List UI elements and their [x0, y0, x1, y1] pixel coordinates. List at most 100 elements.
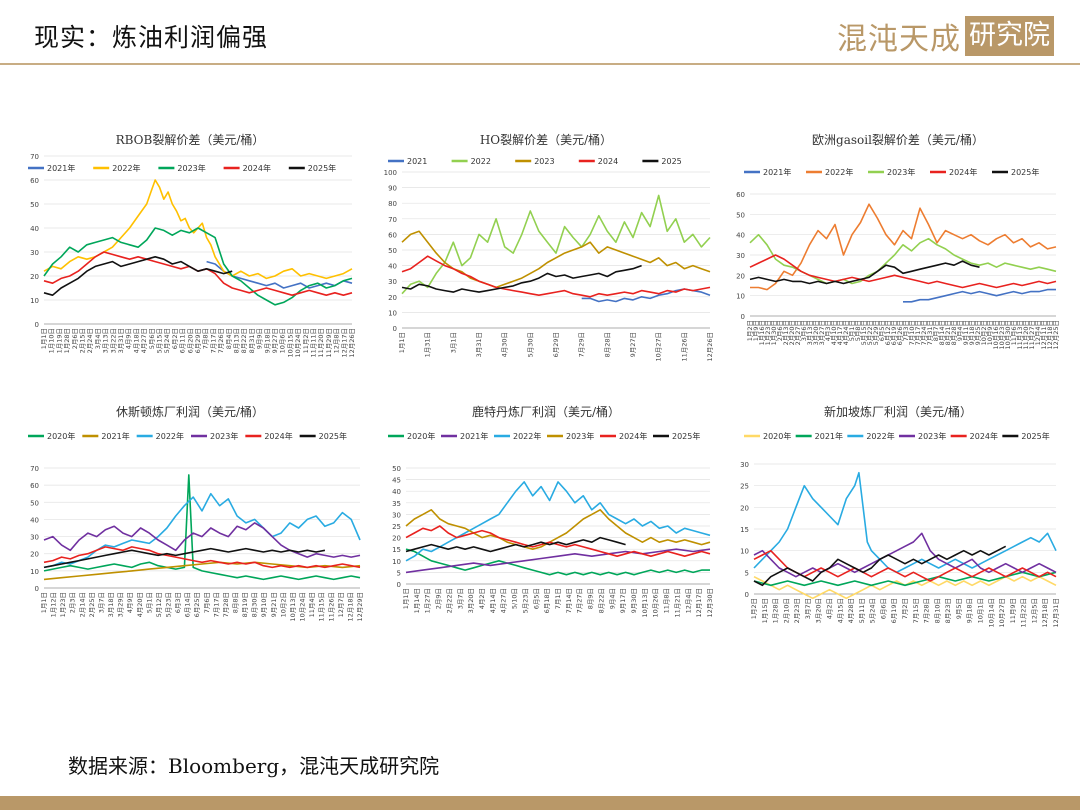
series-line-2024年: [405, 525, 711, 557]
x-tick-label: 12月18日: [1046, 320, 1054, 350]
y-tick-label: 70: [388, 216, 397, 224]
x-tick-label: 5月15日: [860, 320, 868, 345]
x-tick-label: 4月24日: [842, 320, 850, 345]
x-tick-label: 11月20日: [317, 328, 325, 358]
x-tick-label: 11月8日: [663, 588, 671, 613]
legend-label: 2025年: [1021, 431, 1049, 441]
x-tick-label: 9月18日: [966, 598, 974, 623]
x-tick-label: 2月3日: [69, 592, 77, 613]
legend-label: 2022: [471, 157, 491, 166]
x-tick-label: 12月17日: [695, 588, 703, 618]
y-tick-label: 10: [740, 548, 749, 556]
x-tick-label: 3月20日: [815, 598, 823, 623]
x-tick-label: 6月26日: [896, 320, 904, 345]
legend-label: 2024年: [949, 167, 977, 177]
series-line-2025: [401, 264, 642, 293]
y-tick-label: 30: [30, 534, 39, 542]
x-tick-label: 10月6日: [279, 328, 287, 353]
x-tick-label: 5月23日: [521, 588, 529, 613]
x-tick-label: 9月18日: [263, 328, 271, 353]
y-tick-label: 0: [393, 325, 397, 333]
x-tick-label: 4月9日: [125, 328, 133, 349]
x-tick-label: 12月5日: [1030, 598, 1038, 623]
x-tick-label: 2月13日: [782, 320, 790, 345]
series-line-2023年: [753, 532, 1057, 578]
x-tick-label: 5月11日: [858, 598, 866, 623]
series-line-2021年: [903, 288, 1056, 303]
y-tick-label: 0: [35, 321, 39, 329]
x-tick-label: 10月2日: [980, 320, 988, 345]
x-tick-label: 9月4日: [608, 588, 616, 609]
legend-label: 2023年: [177, 163, 205, 173]
legend-label: 2023: [534, 157, 554, 166]
series-line-2020年: [43, 474, 361, 581]
x-tick-label: 11月6日: [1010, 320, 1018, 345]
x-tick-label: 11月29日: [325, 328, 333, 358]
x-tick-label: 2月6日: [776, 320, 784, 341]
legend-label: 2021年: [101, 431, 129, 441]
x-tick-label: 11月22日: [1020, 598, 1028, 628]
x-tick-label: 3月27日: [818, 320, 826, 345]
x-tick-label: 3月29日: [117, 592, 125, 617]
y-tick-label: 0: [35, 585, 39, 593]
y-tick-label: 45: [392, 477, 401, 485]
legend-label: 2023年: [210, 431, 238, 441]
x-tick-label: 10月2日: [279, 592, 287, 617]
x-tick-label: 2月22日: [445, 588, 453, 613]
x-tick-label: 9月5日: [955, 598, 963, 619]
series-line-2021年: [405, 548, 711, 574]
y-tick-label: 70: [30, 153, 39, 161]
x-tick-label: 6月5日: [532, 588, 540, 609]
series-line-2023: [401, 230, 711, 289]
x-tick-label: 7月6日: [203, 592, 211, 613]
x-tick-label: 3月13日: [102, 328, 110, 353]
x-tick-label: 1月19日: [55, 328, 63, 353]
x-tick-label: 8月28日: [950, 320, 958, 345]
x-tick-label: 12月30日: [706, 588, 714, 618]
x-tick-label: 2月23日: [793, 598, 801, 623]
x-tick-label: 11月20日: [1022, 320, 1030, 350]
footer-bar: [0, 796, 1080, 810]
x-tick-label: 7月28日: [222, 592, 230, 617]
legend-label: 2024: [598, 157, 618, 166]
x-tick-label: 3月7日: [804, 598, 812, 619]
y-tick-label: 60: [30, 177, 39, 185]
legend-label: 2020年: [47, 431, 75, 441]
x-tick-label: 5月12日: [155, 592, 163, 617]
x-tick-label: 7月1日: [554, 588, 562, 609]
x-tick-label: 5月6日: [148, 328, 156, 349]
x-tick-label: 8月4日: [225, 328, 233, 349]
legend-label: 2025年: [319, 431, 347, 441]
legend-label: 2022年: [825, 167, 853, 177]
chart-europe-gasoil-crack-spread: 欧洲gasoil裂解价差（美元/桶） 2021年 2022年 2023年 2024年 20…: [736, 132, 1060, 350]
y-tick-label: 5: [745, 569, 749, 577]
series-line-2022年: [43, 492, 361, 569]
x-tick-label: 5月1日: [848, 320, 856, 341]
y-tick-label: 70: [30, 465, 39, 473]
x-tick-label: 10月15日: [286, 328, 294, 358]
x-tick-label: 8月23日: [944, 598, 952, 623]
x-tick-label: 8月22日: [240, 328, 248, 353]
x-tick-label: 4月17日: [836, 320, 844, 345]
x-tick-label: 6月2日: [171, 328, 179, 349]
x-tick-label: 5/10日: [511, 588, 519, 609]
legend-label: 2024年: [243, 163, 271, 173]
x-tick-label: 12月31日: [1052, 598, 1060, 628]
y-tick-label: 90: [388, 185, 397, 193]
x-tick-label: 4月9日: [126, 592, 134, 613]
x-tick-label: 2月9日: [435, 588, 443, 609]
x-tick-label: 8月21日: [944, 320, 952, 345]
x-tick-label: 3月6日: [800, 320, 808, 341]
x-tick-label: 9月17日: [619, 588, 627, 613]
series-line-2025年: [43, 547, 326, 569]
legend-label: 2020年: [763, 431, 791, 441]
logo-boxed-text: 研究院: [965, 16, 1054, 56]
y-tick-label: 10: [736, 293, 745, 301]
x-tick-label: 7月3日: [902, 320, 910, 341]
x-tick-label: 9月18日: [968, 320, 976, 345]
x-tick-label: 7月17日: [914, 320, 922, 345]
series-line-2022: [401, 194, 711, 295]
x-tick-label: 6月14日: [184, 592, 192, 617]
x-tick-label: 7月26日: [217, 328, 225, 353]
x-tick-label: 3月7日: [456, 588, 464, 609]
